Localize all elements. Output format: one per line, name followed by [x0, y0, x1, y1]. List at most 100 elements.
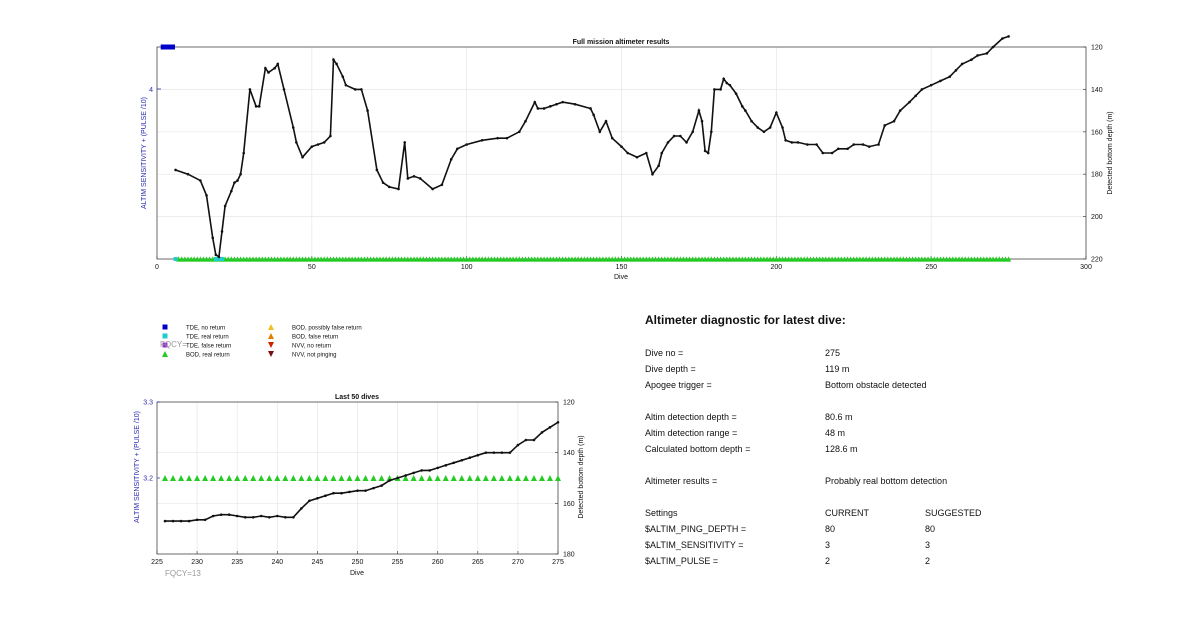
depth-point [976, 54, 979, 57]
bod-real-return-marker [490, 475, 497, 481]
diag-value: 80.6 m [825, 412, 853, 422]
depth-point [220, 230, 224, 233]
y-right-tick-label: 220 [1091, 257, 1103, 264]
tde-no-return-marker [160, 44, 166, 50]
depth-point [781, 126, 784, 129]
x-tick-label: 250 [352, 559, 364, 566]
setting-suggested: 2 [925, 556, 931, 566]
setting-suggested: 3 [925, 540, 931, 550]
depth-point [239, 172, 242, 176]
legend-triangle-marker [162, 351, 168, 357]
bod-real-return-marker [226, 475, 233, 481]
depth-point [492, 451, 496, 454]
bod-real-return-marker [450, 475, 457, 481]
depth-point [267, 515, 271, 519]
depth-point [456, 147, 459, 151]
depth-point [284, 515, 287, 519]
depth-point [403, 141, 407, 144]
depth-point [267, 71, 270, 74]
depth-point [360, 88, 363, 91]
depth-point [301, 155, 304, 159]
depth-point [948, 75, 952, 78]
x-tick-label: 255 [392, 559, 404, 566]
small-x-label: Dive [350, 570, 364, 577]
depth-point [830, 151, 834, 155]
bod-real-return-marker [338, 475, 345, 481]
diag-label: Altimeter results = [645, 476, 718, 486]
bod-real-return-marker [250, 475, 257, 481]
depth-point [548, 426, 552, 429]
setting-label: $ALTIM_PULSE = [645, 556, 719, 566]
depth-point [449, 158, 453, 161]
depth-point [259, 514, 263, 518]
depth-point [536, 107, 540, 110]
bod-real-return-marker [506, 475, 513, 481]
depth-point [821, 151, 825, 155]
depth-point [217, 255, 221, 259]
y-right-tick-label: 120 [563, 400, 575, 407]
depth-point [960, 62, 964, 66]
depth-point [230, 189, 233, 193]
diag-value: Probably real bottom detection [825, 476, 948, 486]
bod-real-return-marker [498, 475, 505, 481]
depth-point [768, 126, 772, 129]
y-right-tick-label: 140 [563, 450, 575, 457]
depth-point [219, 513, 223, 517]
bod-real-return-marker [330, 475, 337, 481]
diag-label: Altim detection depth = [645, 412, 737, 422]
depth-point [332, 491, 335, 495]
depth-point [706, 151, 710, 155]
bod-real-return-marker [402, 475, 409, 481]
depth-point [387, 185, 391, 189]
bod-real-return-marker [434, 475, 441, 481]
depth-point [861, 143, 865, 146]
depth-point [508, 451, 512, 454]
depth-point [366, 109, 369, 112]
setting-current: 2 [825, 556, 831, 566]
depth-point [404, 474, 407, 477]
small-y-right-label: Detected bottom depth (m) [578, 435, 585, 518]
small-depth-points [163, 420, 560, 523]
legend-triangle-marker [268, 342, 274, 348]
depth-point [883, 124, 887, 127]
bod-real-return-marker [354, 475, 361, 481]
depth-point [505, 136, 509, 140]
bod-real-return-marker [282, 475, 289, 481]
diag-value: 119 m [825, 364, 850, 374]
depth-point [722, 77, 725, 81]
depth-point [381, 181, 385, 184]
depth-point [846, 147, 849, 151]
depth-point [388, 479, 391, 482]
depth-point [697, 109, 701, 112]
diag-label: Dive depth = [645, 364, 696, 374]
y-right-tick-label: 140 [1091, 87, 1103, 94]
tde-no-return-marker [169, 44, 175, 50]
depth-point [556, 420, 560, 424]
depth-point [211, 236, 215, 240]
bod-real-return-marker [162, 475, 169, 481]
depth-point [332, 58, 335, 62]
depth-point [651, 172, 654, 176]
depth-point [610, 136, 614, 140]
depth-point [187, 519, 191, 523]
depth-point [500, 451, 504, 454]
depth-point [691, 130, 695, 134]
depth-point [592, 113, 595, 117]
small-depth-line [165, 421, 559, 522]
bod-real-return-marker [346, 475, 353, 481]
depth-point [644, 151, 648, 155]
depth-point [796, 141, 800, 144]
depth-point [171, 519, 175, 523]
bod-real-return-marker [546, 475, 553, 481]
depth-point [227, 513, 231, 517]
bod-real-return-marker [298, 475, 305, 481]
bod-real-return-marker [482, 475, 489, 481]
depth-point [340, 491, 343, 495]
x-tick-label: 100 [461, 264, 473, 271]
bod-real-return-marker [410, 475, 417, 481]
depth-point [316, 143, 320, 146]
depth-point [548, 105, 552, 108]
x-tick-label: 230 [191, 559, 203, 566]
depth-point [195, 518, 199, 522]
depth-point [341, 75, 345, 78]
